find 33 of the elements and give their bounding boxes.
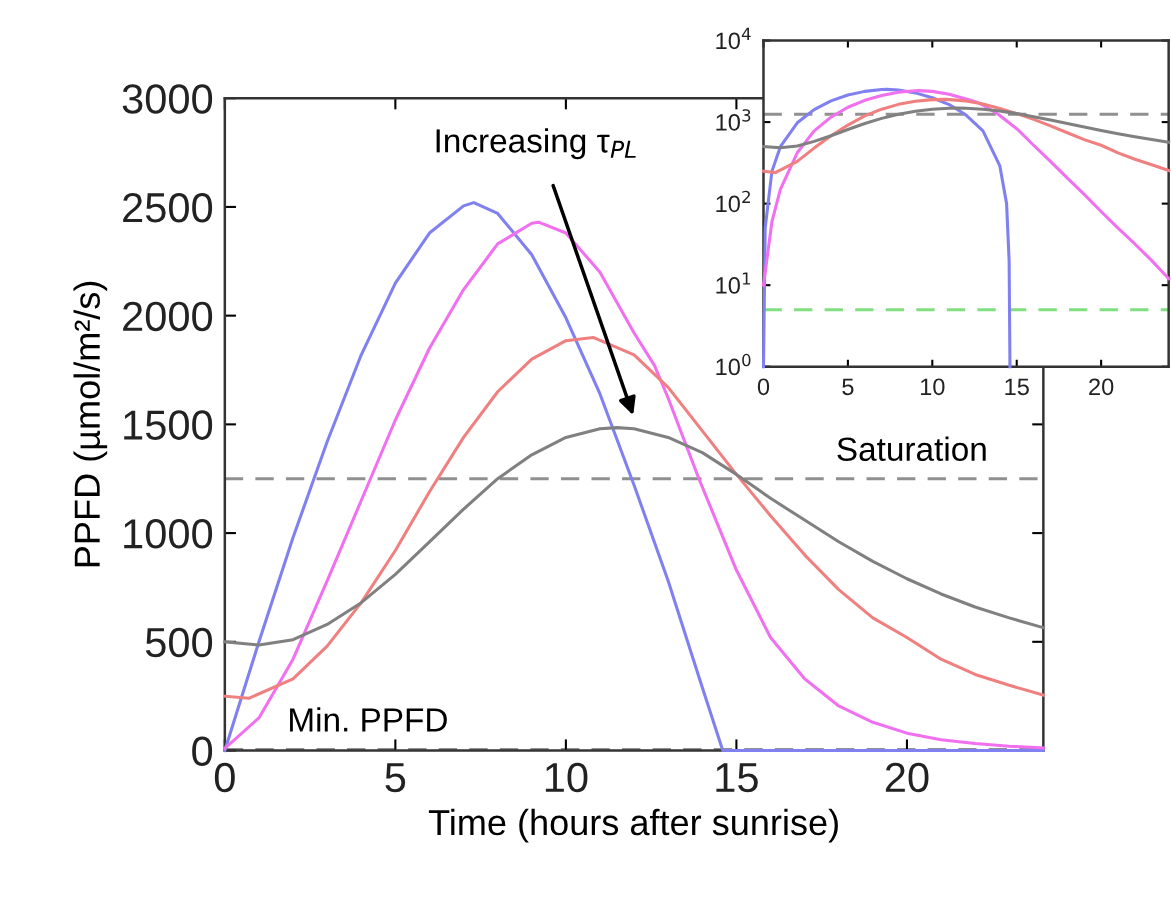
x-tick-label: 0 [757,378,770,396]
x-tick-label: 15 [1005,378,1029,396]
ref-line-label: Saturation [837,436,986,462]
y-tick-label: 10$^{4}$ [716,27,751,50]
x-tick-label: 0 [214,762,235,793]
annotation: Increasing τ$_{PL}$ [436,128,636,160]
y-tick-label: 500 [145,627,213,658]
y-axis-title: PPFD (µmol/m²/s) [73,281,108,567]
y-tick-label: 1500 [124,410,213,440]
x-axis-title: Time (hours after sunrise) [428,808,838,843]
line-series [761,97,1171,175]
y-tick-label: 2000 [123,301,213,332]
line-series [223,426,1045,647]
line-series [761,106,1171,150]
line-series [223,335,1045,700]
x-tick-label: 5 [842,378,854,396]
ref-line-label: Min. PPFD [290,707,447,732]
y-tick-label: 0 [192,736,213,767]
y-tick-label: 10$^{1}$ [716,272,751,294]
x-tick-label: 10 [920,378,945,396]
y-tick-label: 10$^{2}$ [716,190,750,213]
y-tick-label: 2500 [123,192,213,223]
x-tick-label: 15 [716,763,758,793]
y-tick-label: 10$^{3}$ [716,109,751,131]
line-series [761,89,1171,287]
line-series [761,87,1012,369]
y-tick-label: 10$^{0}$ [716,353,751,376]
y-tick-label: 1000 [124,519,213,549]
x-tick-label: 10 [545,762,588,793]
y-tick-label: 3000 [122,84,213,114]
x-tick-label: 20 [885,762,929,793]
x-tick-label: 20 [1089,378,1114,396]
x-tick-label: 5 [385,763,406,793]
